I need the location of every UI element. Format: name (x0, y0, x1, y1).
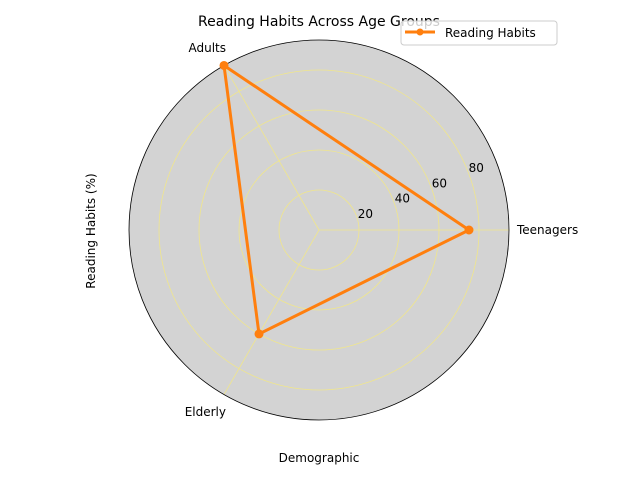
polar-frame (128, 39, 510, 421)
grid-spoke (223, 229, 320, 395)
radial-tick-label: 80 (469, 161, 484, 175)
y-axis-label: Reading Habits (%) (84, 173, 98, 288)
legend: Reading Habits (400, 20, 558, 46)
radial-tick-label: 60 (432, 176, 447, 190)
radial-tick-label: 40 (395, 192, 410, 206)
data-point (254, 329, 264, 339)
x-axis-label: Demographic (279, 451, 360, 465)
radial-tick-label: 20 (358, 207, 373, 221)
category-label: Adults (188, 41, 226, 55)
legend-box (400, 20, 558, 46)
legend-swatch-marker (416, 28, 424, 36)
series-line (222, 62, 472, 337)
category-label: Elderly (185, 405, 226, 419)
chart-title: Reading Habits Across Age Groups (198, 14, 440, 30)
data-point (219, 60, 229, 70)
data-point (464, 225, 474, 235)
category-label: Teenagers (516, 223, 578, 237)
grid-spoke (223, 65, 320, 231)
plot-area: 20 40 60 80 Teenagers Adults Elderly (128, 39, 578, 421)
legend-label: Reading Habits (445, 26, 536, 40)
